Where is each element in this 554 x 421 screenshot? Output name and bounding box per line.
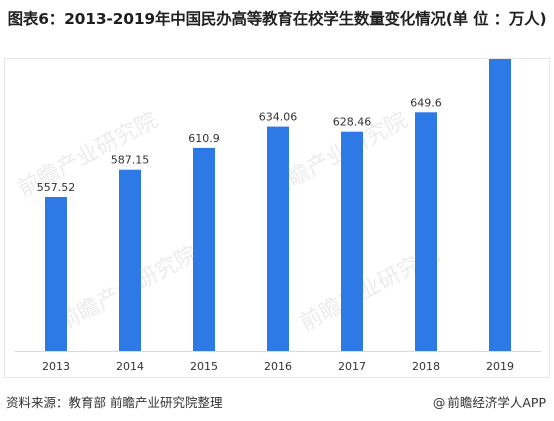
watermarks: 前瞻产业研究院前瞻产业研究院前瞻产业研究院前瞻产业研究院: [14, 108, 444, 336]
bar-2016: [267, 126, 289, 351]
value-label: 634.06: [259, 111, 298, 124]
x-tick-label: 2015: [190, 360, 218, 373]
footer: 资料来源：教育部 前瞻产业研究院整理 @ 前瞻经济学人APP: [4, 386, 550, 416]
value-label: 649.6: [410, 96, 442, 109]
x-tick-label: 2013: [42, 360, 70, 373]
bar-2013: [45, 197, 67, 351]
x-tick-label: 2016: [264, 360, 292, 373]
bar-group: [45, 59, 511, 352]
brand-credit: @ 前瞻经济学人APP: [433, 392, 546, 411]
x-tick-label-group: 2013 2014 2015 2016 2017 2018 2019: [42, 360, 514, 373]
value-label: 587.15: [111, 154, 150, 167]
chart-title: 图表6：2013-2019年中国民办高等教育在校学生数量变化情况(单 位 ：万人…: [7, 10, 547, 28]
bar-2017: [341, 131, 363, 351]
value-label: 628.46: [333, 116, 372, 129]
source-note: 资料来源：教育部 前瞻产业研究院整理: [6, 395, 223, 410]
at-icon: @: [432, 395, 446, 410]
bar-chart: 前瞻产业研究院前瞻产业研究院前瞻产业研究院前瞻产业研究院 557.52 587.1…: [14, 59, 541, 373]
bar-2018: [415, 112, 437, 351]
x-tick-label: 2018: [412, 360, 440, 373]
value-label: 610.9: [188, 132, 220, 145]
x-tick-label: 2014: [116, 360, 144, 373]
value-label: 557.52: [37, 181, 76, 194]
bar-2019: [489, 59, 511, 352]
brand-name: 前瞻经济学人APP: [447, 395, 546, 410]
x-tick-label: 2019: [486, 360, 514, 373]
x-tick-label: 2017: [338, 360, 366, 373]
bar-2015: [193, 147, 215, 351]
bar-2014: [119, 169, 141, 351]
chart-area: 前瞻产业研究院前瞻产业研究院前瞻产业研究院前瞻产业研究院 557.52 587.1…: [4, 58, 550, 378]
